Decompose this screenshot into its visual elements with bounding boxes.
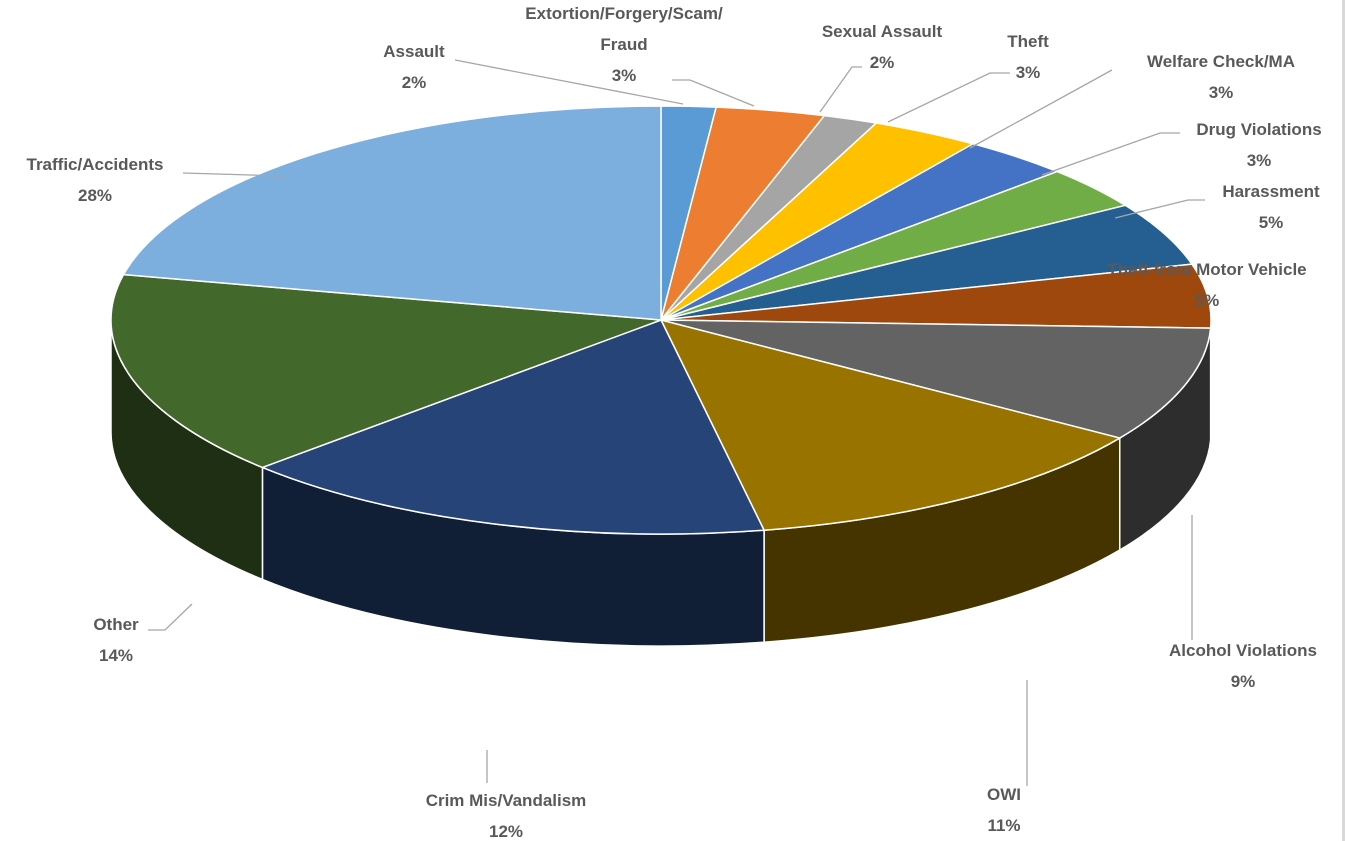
category-label-theft: Theft	[1007, 32, 1049, 51]
category-label-welfare-check-ma: Welfare Check/MA	[1147, 52, 1295, 71]
slice-traffic-accidents	[122, 105, 662, 321]
percent-label-owi: 11%	[987, 816, 1020, 835]
leader-lines	[148, 59, 1205, 786]
slice-owi	[659, 318, 1122, 531]
category-label-extortion-forgery-scam-fraud: Extortion/Forgery/Scam/	[525, 4, 723, 23]
percent-label-crim-mis-vandalism: 12%	[489, 822, 523, 841]
category-label-other: Other	[93, 615, 139, 634]
slice-crim-mis-vandalism	[260, 319, 766, 535]
leader-line-traffic-accidents	[182, 172, 284, 177]
pie-sides	[110, 319, 1212, 647]
leader-line-welfare-check-ma	[969, 69, 1113, 149]
slice-other	[110, 273, 662, 469]
category-label-sexual-assault: Sexual Assault	[822, 22, 943, 41]
percent-label-other: 14%	[99, 646, 133, 665]
leader-line-sexual-assault	[819, 66, 862, 113]
percent-label-welfare-check-ma: 3%	[1209, 83, 1234, 102]
category-label-assault: Assault	[383, 42, 445, 61]
category-label-crim-mis-vandalism: Crim Mis/Vandalism	[426, 791, 587, 810]
percent-label-traffic-accidents: 28%	[78, 186, 112, 205]
category-label-drug-violations: Drug Violations	[1196, 120, 1321, 139]
percent-label-theft: 3%	[1016, 63, 1041, 82]
slice-theft-from-motor-vehicle	[660, 263, 1212, 329]
category-label-alcohol-violations: Alcohol Violations	[1169, 641, 1317, 660]
percent-label-extortion-forgery-scam-fraud: 3%	[612, 66, 637, 85]
percent-label-sexual-assault: 2%	[870, 53, 895, 72]
leader-line-other	[148, 603, 193, 631]
right-border	[1342, 0, 1345, 841]
pie-slices	[110, 105, 1212, 535]
percent-label-alcohol-violations: 9%	[1231, 672, 1256, 691]
category-label-owi: OWI	[987, 785, 1021, 804]
leader-line-theft	[887, 72, 1010, 123]
leader-line-drug-violations	[1041, 132, 1180, 176]
category-label-traffic-accidents: Traffic/Accidents	[27, 155, 164, 174]
slice-alcohol-violations	[660, 319, 1212, 439]
leader-line-harassment	[1114, 199, 1205, 219]
category-label-extortion-forgery-scam-fraud: Fraud	[600, 35, 647, 54]
leader-line-extortion-forgery-scam-fraud	[672, 79, 755, 107]
data-labels: Assault 2% Extortion/Forgery/Scam/Fraud 3% S…	[27, 4, 1322, 841]
percent-label-theft-from-motor-vehicle: 5%	[1195, 291, 1220, 310]
category-label-theft-from-motor-vehicle: Theft from Motor Vehicle	[1107, 260, 1306, 279]
category-label-harassment: Harassment	[1222, 182, 1320, 201]
percent-label-drug-violations: 3%	[1247, 151, 1272, 170]
percent-label-harassment: 5%	[1259, 213, 1284, 232]
leader-line-assault	[454, 59, 684, 105]
slice-harassment	[660, 204, 1194, 321]
percent-label-assault: 2%	[402, 73, 427, 92]
